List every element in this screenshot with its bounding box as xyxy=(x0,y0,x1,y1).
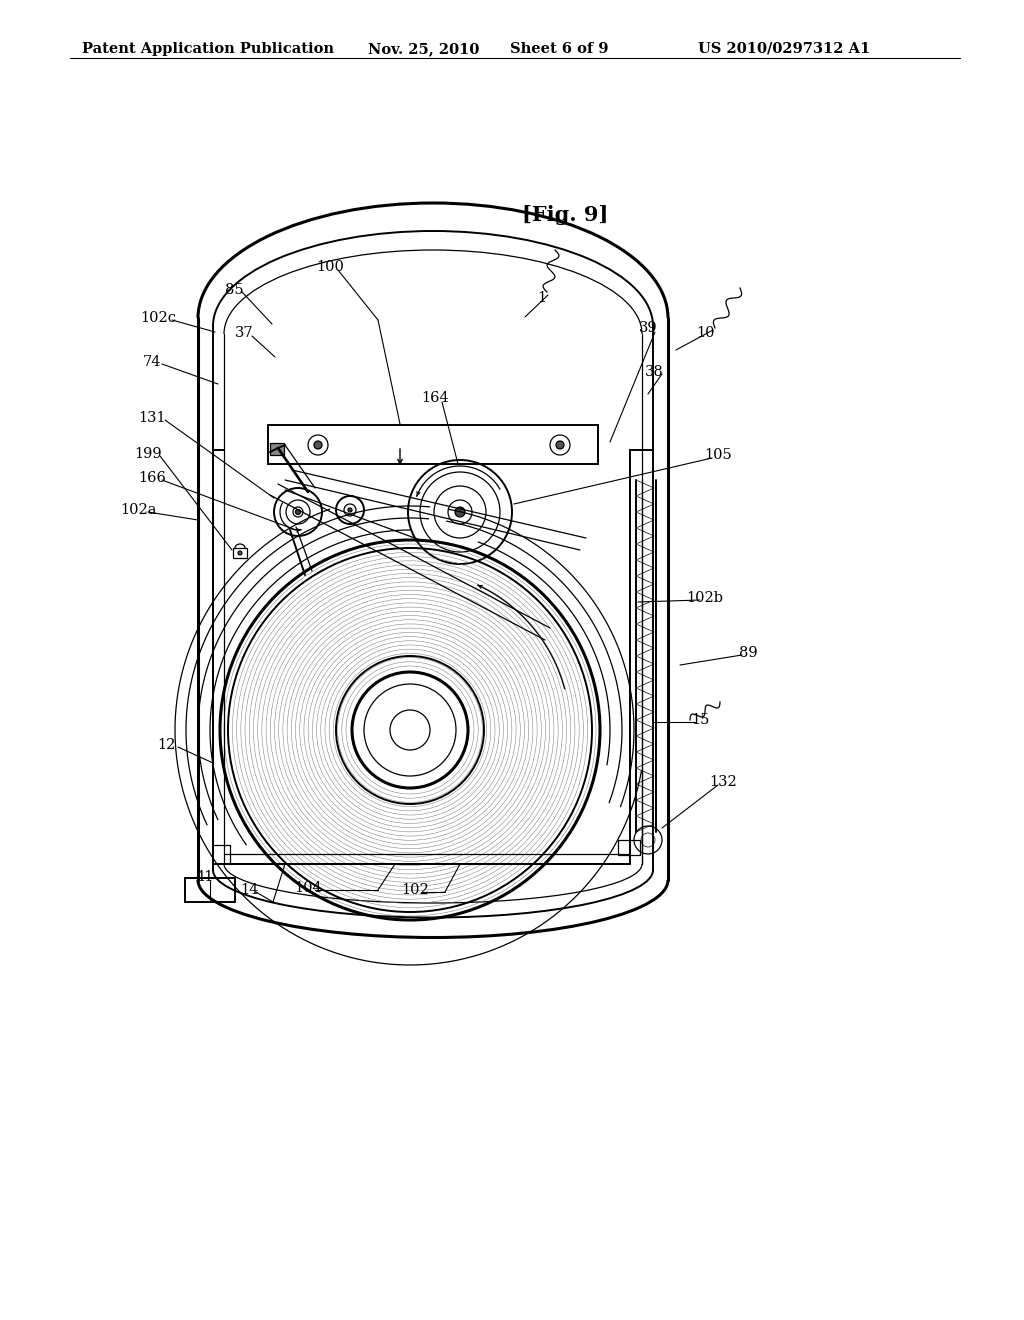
Text: US 2010/0297312 A1: US 2010/0297312 A1 xyxy=(698,42,870,55)
Text: 100: 100 xyxy=(316,260,344,275)
Text: 14: 14 xyxy=(240,883,258,898)
Text: 1: 1 xyxy=(538,290,547,305)
Text: 164: 164 xyxy=(421,391,449,405)
Circle shape xyxy=(348,508,352,512)
Circle shape xyxy=(556,441,564,449)
Text: 105: 105 xyxy=(705,447,732,462)
Text: 85: 85 xyxy=(224,282,244,297)
Bar xyxy=(233,548,247,558)
Circle shape xyxy=(455,507,465,517)
Text: 131: 131 xyxy=(138,411,166,425)
Text: 132: 132 xyxy=(710,775,737,789)
Circle shape xyxy=(238,550,242,554)
Text: 37: 37 xyxy=(234,326,253,341)
Text: 39: 39 xyxy=(639,321,657,335)
Text: Patent Application Publication: Patent Application Publication xyxy=(82,42,334,55)
Text: 41: 41 xyxy=(196,870,214,884)
Text: 10: 10 xyxy=(696,326,715,341)
Circle shape xyxy=(296,510,300,515)
Text: 199: 199 xyxy=(134,447,162,461)
Text: 15: 15 xyxy=(691,713,710,727)
Text: 102b: 102b xyxy=(686,591,724,605)
Circle shape xyxy=(314,441,322,449)
Text: 74: 74 xyxy=(142,355,161,370)
Text: Sheet 6 of 9: Sheet 6 of 9 xyxy=(510,42,608,55)
Text: Nov. 25, 2010: Nov. 25, 2010 xyxy=(368,42,479,55)
Text: 38: 38 xyxy=(645,366,664,379)
Text: 12: 12 xyxy=(157,738,175,752)
Text: 102c: 102c xyxy=(140,312,176,325)
Text: 104: 104 xyxy=(294,880,322,895)
Bar xyxy=(618,840,640,855)
Text: 102a: 102a xyxy=(120,503,157,517)
Text: 89: 89 xyxy=(738,645,758,660)
Bar xyxy=(268,425,598,465)
Bar xyxy=(185,878,234,902)
Text: [Fig. 9]: [Fig. 9] xyxy=(522,205,608,224)
Bar xyxy=(270,444,284,455)
Text: 166: 166 xyxy=(138,471,166,484)
Text: 102: 102 xyxy=(401,883,429,898)
